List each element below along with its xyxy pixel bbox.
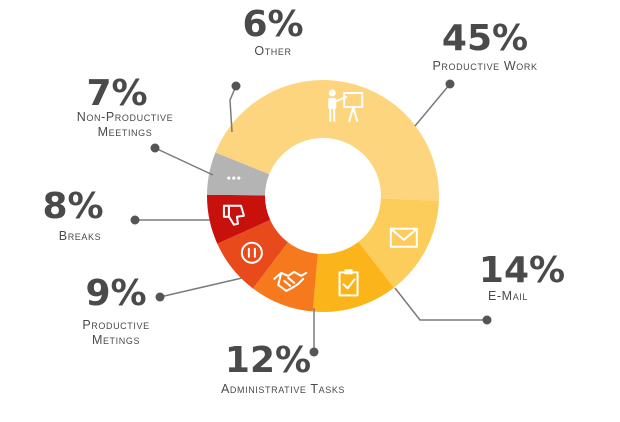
percent-label-other: 6% <box>242 4 303 45</box>
category-label-productive-work: Productive Work <box>432 59 537 73</box>
leader-dot-breaks <box>130 215 140 225</box>
handshake-icon <box>273 270 308 292</box>
pause-icon <box>240 241 263 264</box>
leader-dot-productive-metings <box>155 292 165 302</box>
leader-dot-productive-work <box>445 79 455 89</box>
slice-labels: 45%Productive Work 14%E-Mail 12%Administra… <box>42 4 565 396</box>
leader-dot-non-productive-meetings <box>150 143 160 153</box>
slice-icons <box>222 89 418 297</box>
category-label-non-productive-meetings: Non-Productive Meetings <box>77 110 173 139</box>
presentation-icon <box>328 89 364 123</box>
slice-productive-work <box>215 80 440 201</box>
slice-productive-metings <box>252 242 318 312</box>
leader-lines <box>130 79 492 357</box>
envelope-icon <box>389 227 418 248</box>
slice-administrative-tasks <box>312 241 394 312</box>
percent-label-productive-metings: 9% <box>85 273 146 314</box>
leader-line-productive-work <box>414 83 451 127</box>
percent-label-e-mail: 14% <box>479 250 565 291</box>
category-label-breaks: Breaks <box>59 229 101 243</box>
leader-dot-e-mail <box>482 315 492 325</box>
thumbs-down-icon <box>222 204 245 226</box>
slice-other <box>207 152 270 196</box>
category-label-other: Other <box>254 44 291 58</box>
category-label-productive-metings: Productive Metings <box>82 318 149 347</box>
category-label-e-mail: E-Mail <box>488 289 528 303</box>
slice-e-mail <box>358 198 439 288</box>
slice-non-productive-meetings <box>207 194 271 244</box>
clipboard-check-icon <box>338 269 359 297</box>
leader-line-other <box>229 85 237 133</box>
chart-slices <box>207 80 440 312</box>
leader-dot-other <box>231 81 241 91</box>
percent-label-non-productive-meetings: 7% <box>86 73 147 114</box>
category-label-administrative-tasks: Administrative Tasks <box>221 382 345 396</box>
percent-label-administrative-tasks: 12% <box>225 340 311 381</box>
leader-line-non-productive-meetings <box>154 147 214 176</box>
percent-label-breaks: 8% <box>42 186 103 227</box>
leader-dot-administrative-tasks <box>309 347 319 357</box>
slice-breaks <box>217 219 288 289</box>
percent-label-productive-work: 45% <box>442 18 528 59</box>
leader-line-e-mail <box>394 287 487 321</box>
ellipsis-icon <box>227 176 241 180</box>
leader-line-productive-metings <box>159 277 243 298</box>
